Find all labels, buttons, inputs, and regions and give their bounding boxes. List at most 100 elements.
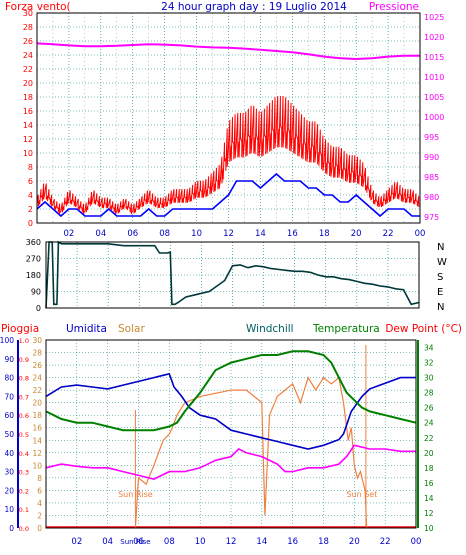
- pressure-tick-label: 1025: [424, 13, 444, 22]
- solar-tick-label: 12: [32, 449, 42, 458]
- hour-tick-label: 10: [191, 229, 202, 239]
- climate-chart-series: Sun Rise Sun Set: [45, 345, 417, 529]
- humidity-tick-label: 40: [4, 449, 14, 458]
- pressure-tick-label: 995: [424, 133, 439, 142]
- wind-tick-label: 26: [23, 37, 33, 46]
- pressure-tick-label: 980: [424, 193, 439, 202]
- sunset-label: Sun Set: [346, 490, 377, 499]
- humidity-tick-label: 100: [0, 336, 14, 345]
- hour-tick-label: 06: [133, 537, 144, 547]
- wind-chart-series: [36, 42, 420, 218]
- humidity-tick-label: 70: [4, 392, 14, 401]
- rain-tick-label: 0.0: [19, 525, 29, 533]
- pressure-series: [36, 42, 420, 61]
- solar-tick-label: 2: [37, 511, 42, 520]
- temperature-tick-label: 28: [424, 389, 434, 398]
- rain-tick-label: 0.3: [19, 469, 29, 477]
- wind-axis-title: Forza vento(: [5, 1, 71, 13]
- temperature-series: [45, 350, 417, 432]
- compass-label: S: [437, 272, 443, 283]
- humidity-tick-label: 30: [4, 468, 14, 477]
- hour-tick-label: 16: [287, 537, 298, 547]
- hour-tick-label: 22: [383, 229, 394, 239]
- humidity-series: [45, 372, 416, 450]
- rain-tick-label: 0.5: [19, 431, 29, 439]
- hour-tick-label: 18: [319, 229, 330, 239]
- rain-tick-label: 0.4: [19, 450, 29, 458]
- humidity-tick-label: 60: [4, 411, 14, 420]
- dewpoint-axis-title: Dew Point (°C): [385, 323, 462, 335]
- hour-tick-label: 20: [349, 537, 360, 547]
- hour-tick-label: 08: [164, 537, 175, 547]
- direction-tick-label: 360: [26, 238, 41, 247]
- solar-tick-label: 20: [32, 399, 42, 408]
- temperature-tick-label: 24: [424, 419, 434, 428]
- climate-chart: Pioggia Umidita Solar Windchill Temperat…: [0, 323, 462, 547]
- pressure-tick-label: 1000: [424, 113, 444, 122]
- wind-tick-label: 20: [23, 79, 33, 88]
- rain-tick-label: 0.2: [19, 487, 29, 495]
- pressure-tick-label: 1020: [424, 33, 444, 42]
- rain-tick-label: 0.8: [19, 375, 29, 383]
- temperature-tick-label: 34: [424, 344, 434, 353]
- wind-chart-axes: 0246810121416182022242628309759809859909…: [23, 9, 445, 239]
- temperature-legend: Temperatura: [312, 323, 380, 335]
- solar-series: [134, 376, 368, 529]
- temperature-tick-label: 22: [424, 434, 434, 443]
- wind-direction-series: [45, 240, 420, 309]
- wind-gust-series: [36, 95, 420, 216]
- wind-tick-label: 8: [28, 163, 33, 172]
- pressure-tick-label: 985: [424, 173, 439, 182]
- wind-tick-label: 6: [28, 177, 33, 186]
- hour-tick-label: 00: [415, 229, 426, 239]
- hour-tick-label: 04: [95, 229, 106, 239]
- humidity-tick-label: 20: [4, 486, 14, 495]
- temperature-tick-label: 32: [424, 359, 434, 368]
- hour-tick-label: 14: [256, 537, 267, 547]
- temperature-tick-label: 12: [424, 509, 434, 518]
- solar-tick-label: 14: [32, 436, 42, 445]
- humidity-tick-label: 80: [4, 374, 14, 383]
- humidity-tick-label: 0: [9, 524, 14, 533]
- pressure-tick-label: 1005: [424, 93, 444, 102]
- hour-tick-label: 18: [318, 537, 329, 547]
- solar-tick-label: 8: [37, 474, 42, 483]
- wind-tick-label: 14: [23, 121, 33, 130]
- hour-tick-label: 08: [159, 229, 170, 239]
- hour-tick-label: 12: [226, 537, 237, 547]
- hour-tick-label: 00: [411, 537, 422, 547]
- climate-chart-grid: [46, 339, 417, 529]
- solar-tick-label: 10: [32, 461, 42, 470]
- solar-axis-title: Solar: [118, 323, 145, 335]
- dewpoint-series: [45, 444, 416, 480]
- pressure-tick-label: 990: [424, 153, 439, 162]
- solar-tick-label: 28: [32, 349, 42, 358]
- wind-tick-label: 4: [28, 191, 33, 200]
- wind-tick-label: 18: [23, 93, 33, 102]
- solar-tick-label: 24: [32, 374, 42, 383]
- direction-chart-series: [45, 240, 420, 309]
- pressure-tick-label: 975: [424, 213, 439, 222]
- solar-tick-label: 16: [32, 424, 42, 433]
- humidity-tick-label: 50: [4, 430, 14, 439]
- climate-chart-frame: [45, 339, 417, 529]
- pressure-axis-title: Pressione: [369, 1, 419, 13]
- wind-pressure-chart: Forza vento( 24 hour graph day : 19 Lugl…: [5, 1, 444, 239]
- direction-tick-label: 270: [26, 255, 41, 264]
- temperature-tick-label: 20: [424, 449, 434, 458]
- sunrise-axis-label: Sun Rise: [120, 538, 150, 546]
- compass-label: N: [437, 242, 444, 253]
- solar-tick-label: 18: [32, 411, 42, 420]
- rain-tick-label: 0.9: [19, 356, 29, 364]
- hour-tick-label: 10: [195, 537, 206, 547]
- temperature-tick-label: 14: [424, 494, 434, 503]
- direction-chart-frame: [45, 241, 420, 309]
- temperature-tick-label: 30: [424, 374, 434, 383]
- hour-tick-label: 14: [255, 229, 266, 239]
- temperature-tick-label: 16: [424, 479, 434, 488]
- hour-tick-label: 22: [380, 537, 391, 547]
- wind-tick-label: 22: [23, 65, 33, 74]
- wind-tick-label: 30: [23, 9, 33, 18]
